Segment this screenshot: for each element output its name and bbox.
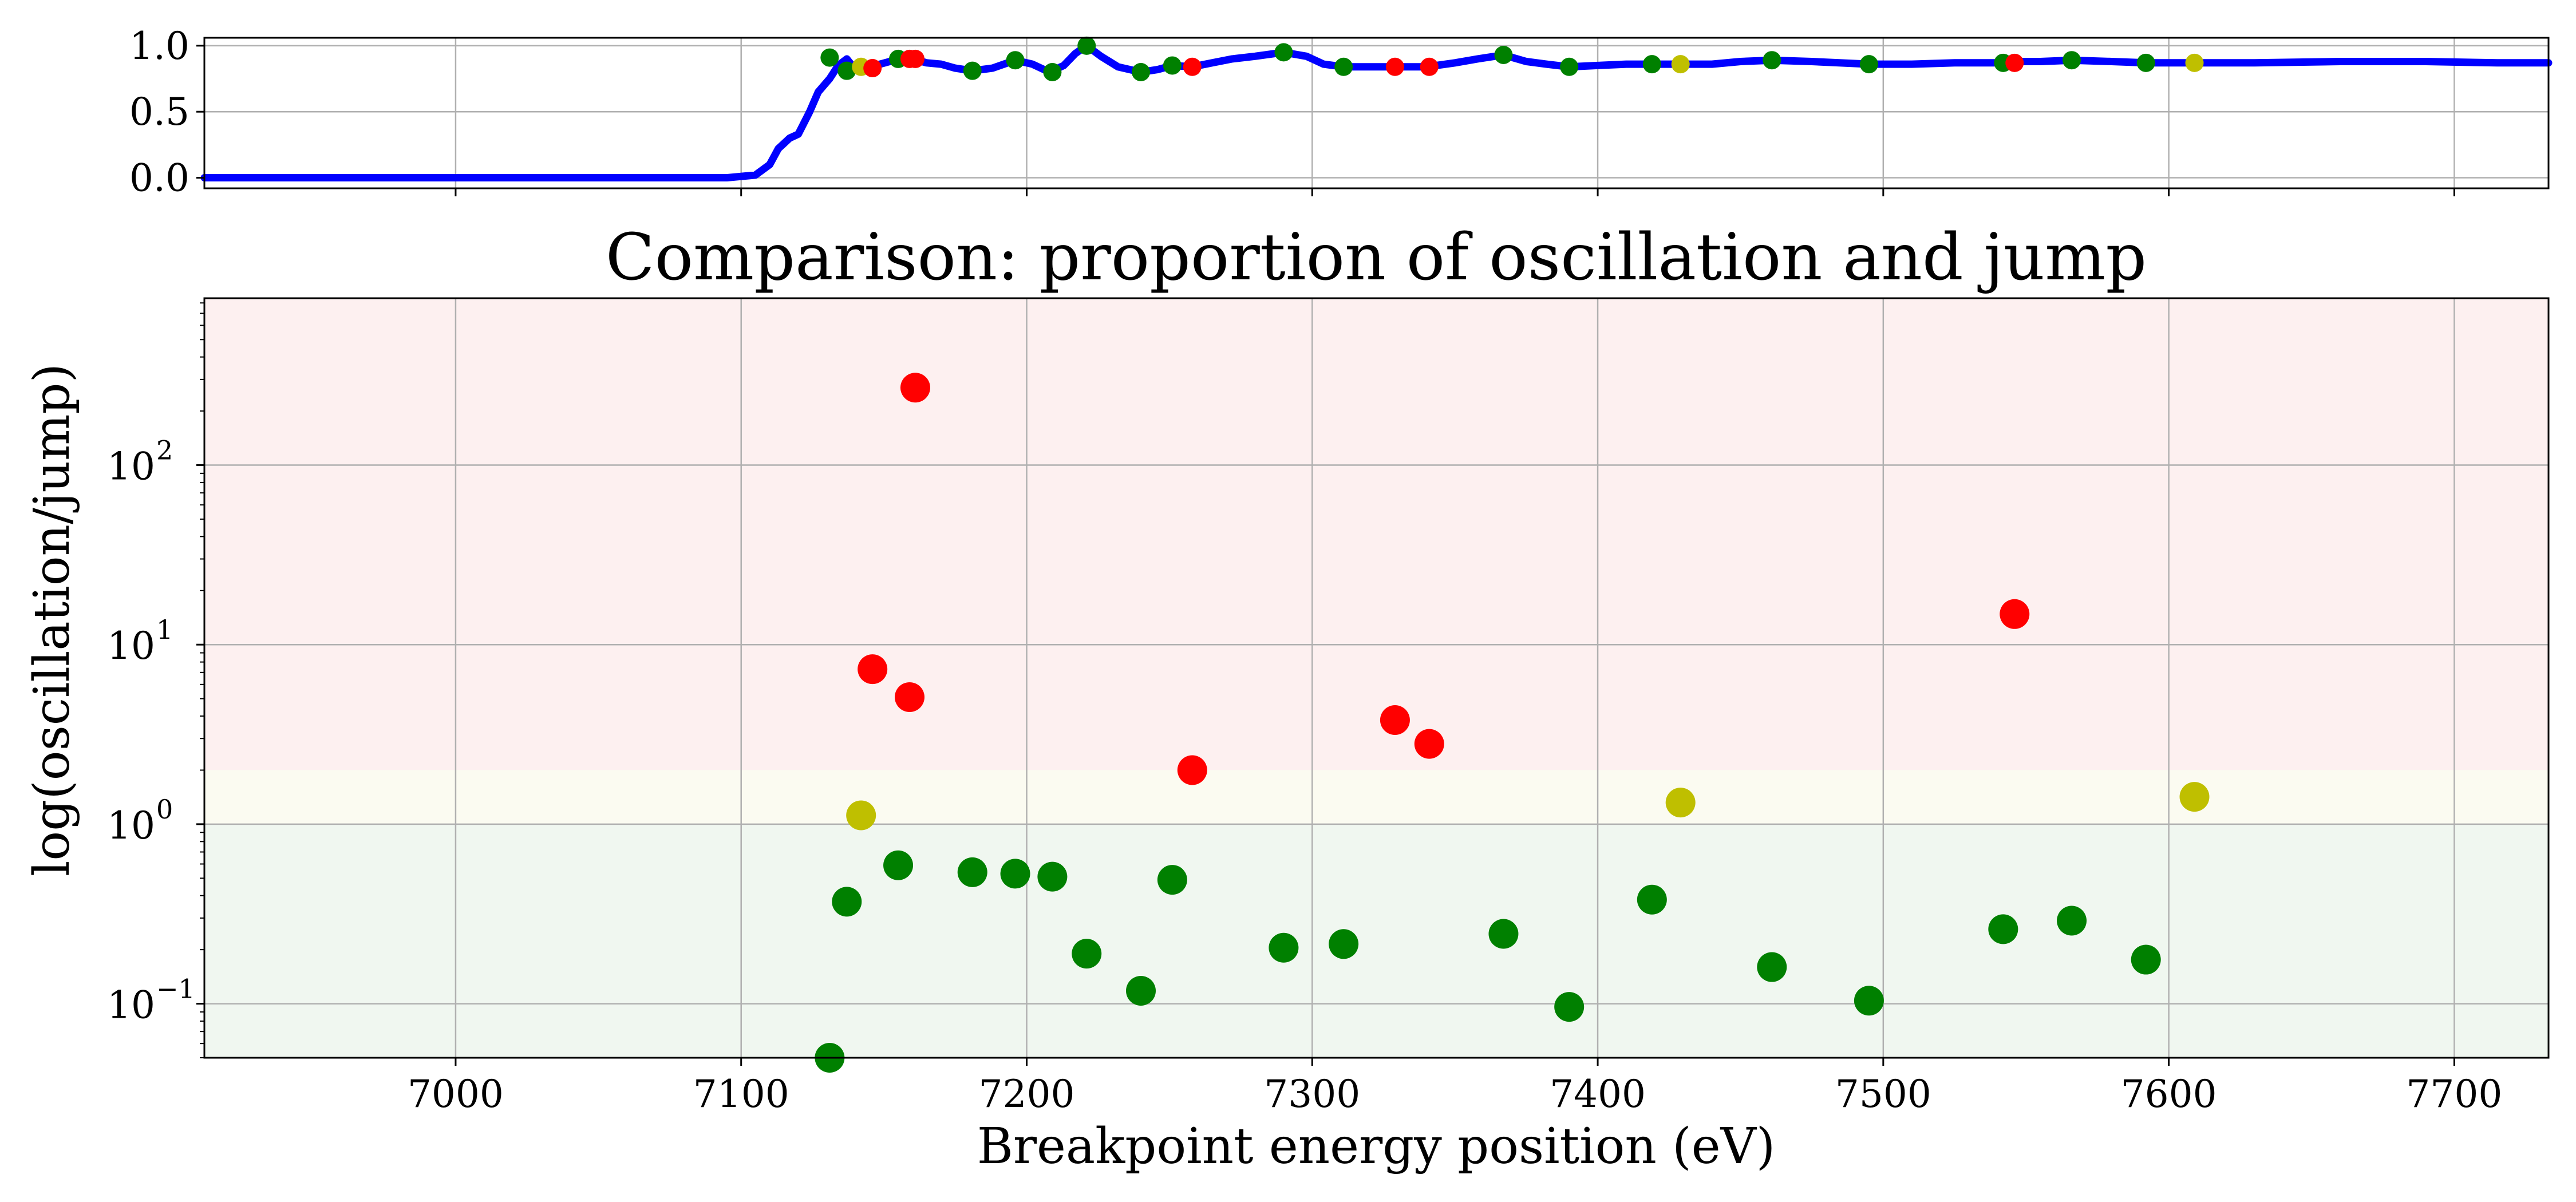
top-marker [1132,62,1151,81]
bottom-x-tick-label: 7100 [693,1072,789,1116]
scatter-point [1988,914,2018,944]
x-axis-label: Breakpoint energy position (eV) [977,1118,1776,1175]
bottom-y-tick-label: 10 [107,804,155,848]
bottom-gridlines [204,298,2549,1058]
top-marker [2063,51,2081,70]
top-marker [1077,36,1096,55]
bottom-x-tick-label: 7600 [2121,1072,2217,1116]
bottom-scatter-points [815,373,2210,1073]
bottom-x-tick-label: 7700 [2406,1072,2502,1116]
top-marker [1334,57,1353,76]
top-marker [1385,57,1404,76]
scatter-point [1000,859,1030,889]
top-marker [863,59,882,78]
chart-title: Comparison: proportion of oscillation an… [606,220,2147,295]
scatter-point [2179,782,2210,812]
scatter-point [1157,865,1187,895]
spectrum-line [200,42,2553,181]
background-band [204,298,2549,770]
bottom-axes-frame [203,297,2550,1059]
top-y-tick-label: 0.0 [129,156,189,200]
background-band [204,824,2549,1058]
bottom-y-tick-label: 10 [107,983,155,1027]
scatter-point [832,887,862,917]
scatter-point [900,373,930,403]
bottom-y-tick-exponent: −1 [156,974,195,1005]
top-marker [1420,57,1439,76]
scatter-point [2057,906,2087,936]
top-marker [1274,43,1293,62]
bottom-x-tick-label: 7500 [1835,1072,1931,1116]
top-marker [963,61,982,80]
scatter-point [1380,705,1410,736]
top-marker [1494,45,1513,64]
top-marker [1642,55,1661,74]
top-spectrum-curve [200,42,2553,181]
top-y-tick-label: 1.0 [129,24,189,68]
top-marker [820,48,839,67]
top-marker [1671,55,1690,74]
top-marker [2136,53,2155,72]
scatter-point [1177,755,1207,785]
scatter-point [1037,861,1068,892]
scatter-point [1414,729,1444,759]
scatter-point [1757,952,1787,982]
scatter-point [883,850,914,880]
scatter-point [1269,932,1299,963]
bottom-background-bands [204,298,2549,1058]
scatter-point [846,800,876,831]
top-panel: 0.0 0.5 1.0 [129,24,2553,200]
scatter-point [1854,986,1884,1016]
y-axis-label: log(oscillation/jump) [23,363,81,876]
top-marker [906,49,924,68]
top-marker [1859,55,1878,74]
top-breakpoint-markers [820,36,2204,81]
scatter-point [2000,599,2030,629]
bottom-x-tick-label: 7300 [1264,1072,1360,1116]
top-marker [1183,57,1202,76]
bottom-x-tick-label: 7000 [408,1072,504,1116]
scatter-point [957,857,987,887]
top-marker [837,61,856,80]
bottom-y-tick-label: 10 [107,445,155,489]
scatter-point [1637,884,1667,915]
bottom-y-tick-label: 10 [107,624,155,668]
bottom-y-tick-exponent: 0 [156,794,173,825]
top-marker [1560,57,1579,76]
bottom-y-tick-exponent: 2 [156,435,173,466]
scatter-point [1329,929,1359,959]
scatter-point [1126,976,1156,1006]
bottom-x-tick-label: 7400 [1550,1072,1646,1116]
bottom-x-tick-label: 7200 [979,1072,1075,1116]
top-marker [2185,53,2204,72]
top-y-tick-label: 0.5 [129,90,189,134]
scatter-point [894,682,924,712]
scatter-point [1554,992,1585,1022]
top-axes-frame [203,37,2550,189]
scatter-point [1072,939,1102,969]
scatter-point [1488,919,1519,949]
top-marker [1043,62,1062,81]
top-marker [1163,56,1182,75]
top-ticks: 0.0 0.5 1.0 [129,24,2455,200]
top-marker [2005,53,2024,72]
bottom-y-tick-exponent: 1 [156,614,173,645]
scatter-point [1665,788,1696,818]
background-band [204,770,2549,824]
top-marker [1763,51,1781,70]
top-marker [1006,51,1025,70]
scatter-point [858,654,888,685]
scatter-point [2131,944,2161,975]
